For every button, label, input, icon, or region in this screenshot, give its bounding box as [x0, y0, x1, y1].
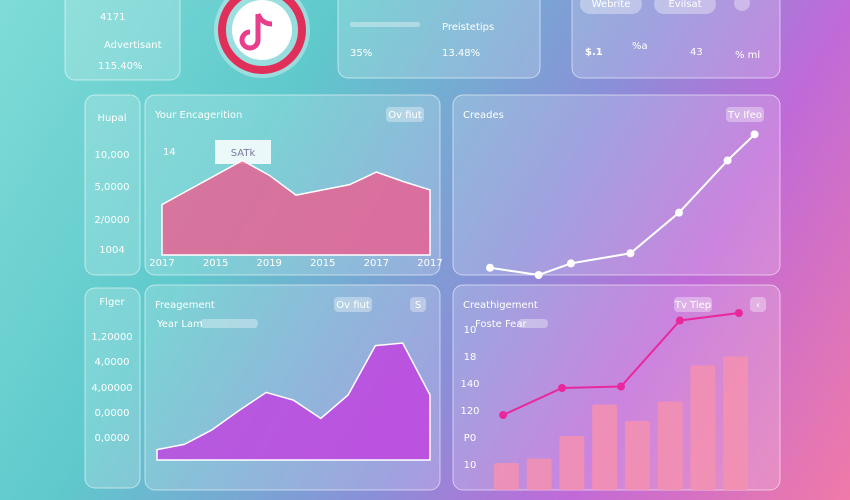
chart-title: Freagement — [155, 300, 215, 311]
control-button[interactable] — [750, 297, 766, 312]
chart-title: Creades — [463, 110, 504, 121]
bar — [559, 436, 585, 490]
bar — [526, 458, 552, 490]
sidebar-panel — [84, 94, 141, 276]
legend-swatch — [200, 319, 258, 328]
headline-badge-text: SATk — [231, 148, 256, 159]
bar — [493, 463, 519, 490]
axis-label: P0 — [464, 433, 476, 444]
stat-label: Advertisant — [104, 40, 162, 51]
chart-title: Creathigement — [463, 300, 538, 311]
header-button-label: Evilsat — [668, 0, 701, 10]
x-tick-label: 2015 — [203, 258, 228, 269]
bar — [592, 404, 618, 490]
x-tick-label: 2015 — [310, 258, 335, 269]
stat-change: 115.40% — [98, 61, 143, 72]
summary-count-unit: % ml — [735, 50, 760, 61]
control-label: Ov fiut — [336, 300, 370, 311]
icon-button[interactable] — [734, 0, 750, 11]
axis-label: 140 — [460, 379, 479, 390]
sidebar-label: 0,0000 — [95, 433, 130, 444]
area — [161, 159, 431, 256]
legend-label: Foste Fear — [475, 319, 527, 330]
sidebar-title: Flger — [99, 297, 125, 308]
sidebar-label: 5,0000 — [95, 182, 130, 193]
control-label: ‹ — [756, 300, 760, 311]
point — [675, 316, 684, 325]
control-label: Tv Tiep — [674, 300, 711, 311]
point — [750, 130, 759, 139]
metrics-title: Preistetips — [442, 22, 494, 33]
metrics-panel — [337, 0, 541, 79]
legend-label: Year Lam — [156, 319, 203, 330]
summary-amount-unit: %a — [632, 41, 648, 52]
control-button[interactable] — [674, 297, 712, 312]
bar — [624, 421, 650, 490]
header-button-label: Webrite — [592, 0, 631, 10]
sidebar-panel — [84, 287, 141, 489]
control-button[interactable] — [334, 297, 372, 312]
control-button[interactable] — [410, 297, 426, 312]
bar — [657, 401, 683, 490]
point — [626, 249, 635, 258]
bar — [690, 365, 716, 490]
stat-panel — [64, 0, 181, 81]
x-tick-label: 2019 — [256, 258, 281, 269]
logo-ring — [218, 0, 306, 74]
control-label: S — [415, 300, 421, 311]
axis-label: 18 — [464, 352, 477, 363]
x-tick-label: 2017 — [149, 258, 174, 269]
x-tick-label: 2017 — [364, 258, 389, 269]
point — [734, 309, 743, 317]
logo-note — [239, 12, 273, 51]
summary-count: 43 — [690, 47, 703, 58]
summary-amount: $.1 — [585, 47, 603, 58]
sidebar-label: 1004 — [99, 245, 124, 256]
chart-title: Your Encagerition — [154, 110, 242, 121]
area — [156, 342, 431, 461]
legend-swatch — [518, 319, 548, 328]
sidebar-label: 10,000 — [95, 150, 130, 161]
control-button[interactable] — [726, 107, 764, 122]
axis-label: 10 — [464, 460, 477, 471]
control-label: Ov fiut — [388, 110, 422, 121]
stat-value: 4171 — [100, 12, 125, 23]
sidebar-label: 1,20000 — [91, 332, 132, 343]
control-label: Tv Ifeo — [727, 110, 762, 121]
sidebar-title: Hupal — [97, 113, 126, 124]
sidebar-label: 4,00000 — [91, 383, 132, 394]
point — [534, 271, 543, 279]
point — [723, 156, 732, 165]
header-button[interactable] — [654, 0, 716, 14]
sidebar-label: 4,0000 — [95, 357, 130, 368]
axis-label: 120 — [460, 406, 479, 417]
chart-panel — [452, 94, 781, 276]
metric-value: 13.48% — [442, 48, 480, 59]
x-tick-label: 2017 — [417, 258, 442, 269]
control-button[interactable] — [386, 107, 424, 122]
axis-label: 10 — [464, 325, 477, 336]
header-button[interactable] — [580, 0, 642, 14]
progress-bar — [350, 22, 420, 27]
point — [486, 263, 494, 272]
point — [617, 382, 625, 391]
point — [567, 259, 575, 268]
logo-disc — [232, 0, 292, 60]
point — [558, 384, 567, 392]
summary-panel — [571, 0, 781, 79]
headline: 14 — [163, 147, 176, 158]
point — [499, 411, 508, 419]
sidebar-label: 0,0000 — [95, 408, 130, 419]
metric-value: 35% — [350, 48, 372, 59]
point — [675, 208, 683, 217]
bar — [723, 356, 749, 490]
sidebar-label: 2/0000 — [94, 215, 129, 226]
